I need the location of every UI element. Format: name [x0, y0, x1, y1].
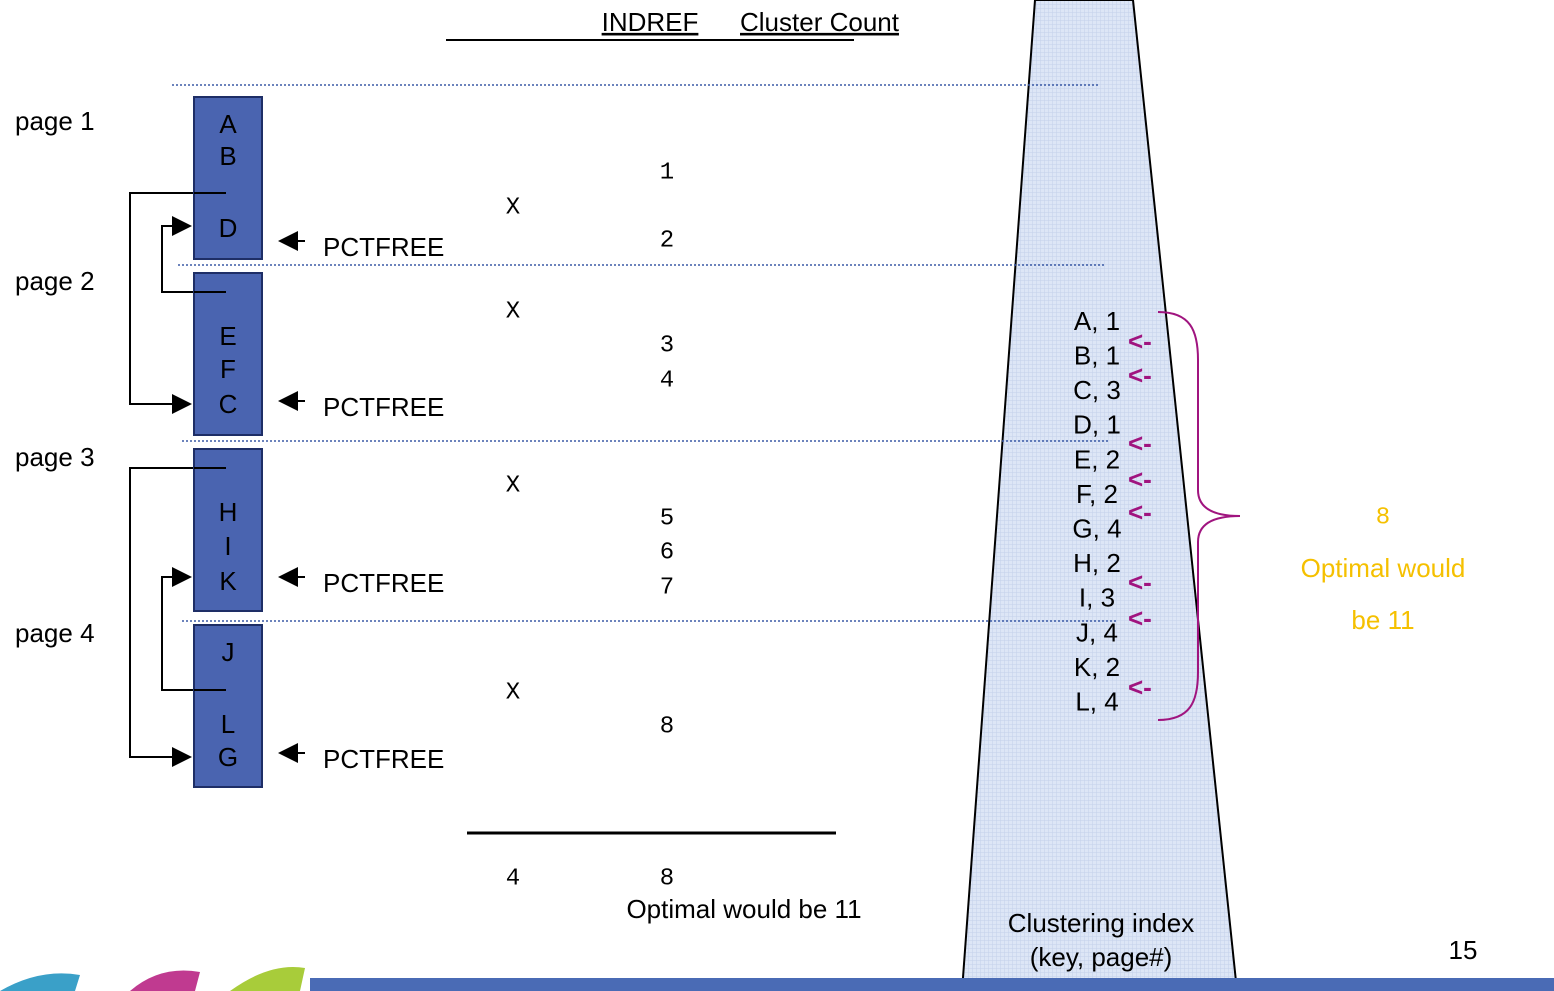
index-arrow: <- — [1128, 428, 1152, 458]
index-entry: I, 3 — [1079, 583, 1115, 613]
row-key: H — [219, 497, 238, 527]
cluster-count: 7 — [660, 574, 674, 601]
index-caption: (key, page#) — [1030, 942, 1173, 972]
index-entry: F, 2 — [1076, 479, 1118, 509]
callout-count: 8 — [1376, 504, 1390, 531]
footer-bar — [310, 978, 1554, 991]
page-block — [193, 96, 263, 260]
index-entry: E, 2 — [1074, 444, 1120, 474]
index-entry: B, 1 — [1074, 340, 1120, 370]
cluster-count: 3 — [660, 332, 674, 359]
row-key: C — [219, 389, 238, 419]
index-entry: J, 4 — [1076, 617, 1118, 647]
cluster-count: 4 — [660, 367, 674, 394]
indref-mark: X — [506, 679, 520, 706]
index-arrow: <- — [1128, 326, 1152, 356]
page-label: page 2 — [15, 266, 95, 296]
cluster-count: 2 — [660, 227, 674, 254]
logo-shape — [230, 966, 305, 991]
logo-shape — [130, 970, 200, 991]
pctfree-label: PCTFREE — [323, 232, 444, 262]
index-arrow: <- — [1128, 497, 1152, 527]
row-key: L — [221, 709, 235, 739]
index-entry: G, 4 — [1072, 513, 1121, 543]
indref-mark: X — [506, 472, 520, 499]
indref-mark: X — [506, 298, 520, 325]
pctfree-label: PCTFREE — [323, 568, 444, 598]
cluster-count: 8 — [660, 713, 674, 740]
row-key: J — [222, 637, 235, 667]
row-key: D — [219, 213, 238, 243]
cluster-count: 5 — [660, 505, 674, 532]
cluster-count: 6 — [660, 539, 674, 566]
total-cluster: 8 — [660, 865, 674, 892]
header-cluster-count: Cluster Count — [740, 7, 900, 37]
total-indref: 4 — [506, 865, 520, 892]
callout-note: Optimal would — [1301, 553, 1466, 583]
row-key: B — [219, 141, 236, 171]
logo-shape — [0, 973, 80, 991]
index-entry: C, 3 — [1073, 375, 1121, 405]
indref-mark: X — [506, 194, 520, 221]
index-caption: Clustering index — [1008, 908, 1194, 938]
index-arrow: <- — [1128, 567, 1152, 597]
cluster-count: 1 — [660, 159, 674, 186]
index-arrow: <- — [1128, 672, 1152, 702]
row-key: G — [218, 742, 238, 772]
page-label: page 3 — [15, 442, 95, 472]
total-note: Optimal would be 11 — [626, 894, 861, 924]
chain-arrows — [129, 192, 226, 767]
index-triangle — [960, 0, 1239, 991]
row-key: I — [224, 531, 231, 561]
row-key: E — [219, 321, 236, 351]
index-arrow: <- — [1128, 603, 1152, 633]
page-block — [193, 448, 263, 612]
slide-number: 15 — [1449, 935, 1478, 965]
pctfree-label: PCTFREE — [323, 392, 444, 422]
index-arrow: <- — [1128, 464, 1152, 494]
page-label: page 1 — [15, 106, 95, 136]
pctfree-label: PCTFREE — [323, 744, 444, 774]
page-block — [193, 272, 263, 436]
callout-note: be 11 — [1351, 605, 1414, 635]
index-entry: L, 4 — [1075, 686, 1118, 716]
header-indref: INDREF — [602, 7, 699, 37]
brace — [1157, 311, 1241, 721]
index-entry: A, 1 — [1074, 306, 1120, 336]
index-arrow: <- — [1128, 360, 1152, 390]
row-key: F — [220, 354, 236, 384]
row-key: K — [219, 566, 237, 596]
index-entry: K, 2 — [1074, 652, 1120, 682]
index-entry: D, 1 — [1073, 410, 1121, 440]
index-entry: H, 2 — [1073, 548, 1121, 578]
row-key: A — [219, 109, 237, 139]
page-block — [193, 624, 263, 788]
page-label: page 4 — [15, 618, 95, 648]
